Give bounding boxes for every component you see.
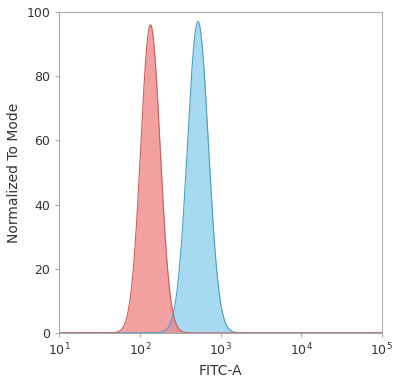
X-axis label: FITC-A: FITC-A [199,364,242,378]
Y-axis label: Normalized To Mode: Normalized To Mode [7,102,21,243]
